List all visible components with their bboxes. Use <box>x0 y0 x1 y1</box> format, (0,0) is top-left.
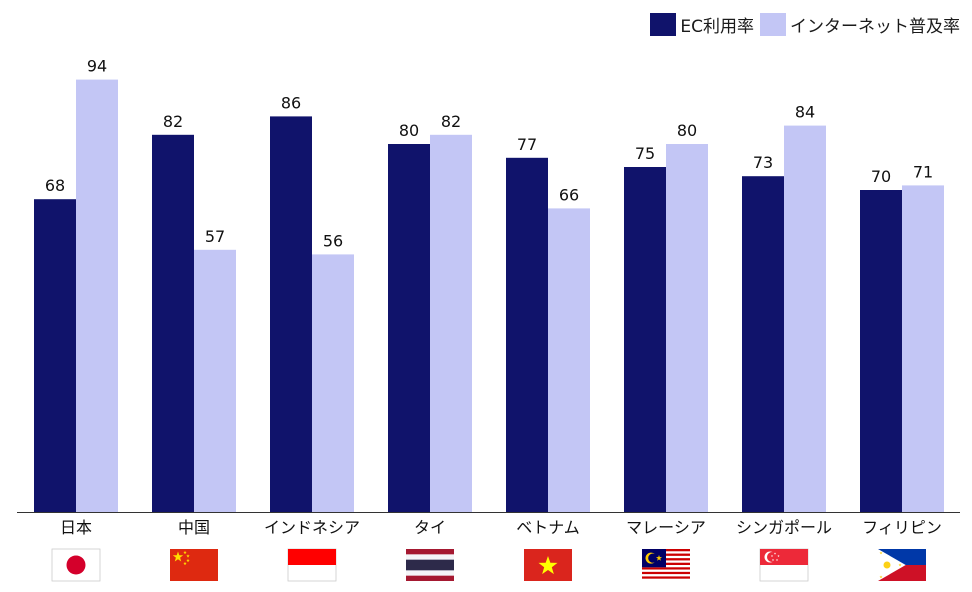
indonesia-flag <box>287 548 337 582</box>
category-label: ベトナム <box>516 518 580 537</box>
bar-ec <box>388 144 430 512</box>
data-label: 57 <box>205 227 225 246</box>
data-label: 80 <box>399 121 419 140</box>
data-label: 94 <box>87 57 107 76</box>
data-label: 71 <box>913 162 933 181</box>
bar-ec <box>270 116 312 513</box>
bar-internet <box>548 208 590 512</box>
philippines-flag <box>878 549 926 581</box>
legend: EC利用率 インターネット普及率 <box>644 12 960 37</box>
vietnam-flag <box>524 549 572 581</box>
bar-internet <box>430 134 472 513</box>
legend-swatch-internet <box>760 13 786 36</box>
data-label: 86 <box>281 93 301 112</box>
bar-ec <box>742 176 784 512</box>
bar-ec <box>860 190 902 512</box>
data-label: 84 <box>795 103 815 122</box>
data-label: 70 <box>871 167 891 186</box>
legend-item-ec: EC利用率 <box>650 12 754 37</box>
data-label: 82 <box>163 112 183 131</box>
japan-flag <box>51 548 101 582</box>
malaysia-flag <box>642 549 690 582</box>
bar-ec <box>34 199 76 512</box>
data-label: 66 <box>559 185 579 204</box>
data-label: 82 <box>441 112 461 131</box>
category-label: フィリピン <box>862 518 942 537</box>
category-label: タイ <box>414 518 446 537</box>
china-flag <box>170 549 218 581</box>
bar-internet <box>194 249 236 513</box>
data-label: 75 <box>635 144 655 163</box>
legend-item-internet: インターネット普及率 <box>760 12 960 37</box>
data-label: 77 <box>517 135 537 154</box>
data-label: 80 <box>677 121 697 140</box>
category-label: インドネシア <box>264 518 360 537</box>
data-label: 73 <box>753 153 773 172</box>
bar-ec <box>152 134 194 513</box>
category-label: マレーシア <box>626 518 706 537</box>
category-label: シンガポール <box>736 518 832 537</box>
bar-internet <box>76 79 118 512</box>
singapore-flag <box>759 548 809 582</box>
bar-ec <box>506 157 548 513</box>
legend-swatch-ec <box>650 13 677 36</box>
legend-label-ec: EC利用率 <box>680 17 754 37</box>
bar-internet <box>902 185 944 512</box>
category-label: 日本 <box>60 518 92 537</box>
category-label: 中国 <box>178 518 210 537</box>
data-label: 56 <box>323 231 343 250</box>
bar-ec <box>624 167 666 512</box>
legend-label-internet: インターネット普及率 <box>790 17 960 37</box>
bar-internet <box>312 254 354 512</box>
bar-internet <box>666 144 708 512</box>
data-label: 68 <box>45 176 65 195</box>
bar-internet <box>784 125 826 512</box>
thailand-flag <box>406 549 454 581</box>
